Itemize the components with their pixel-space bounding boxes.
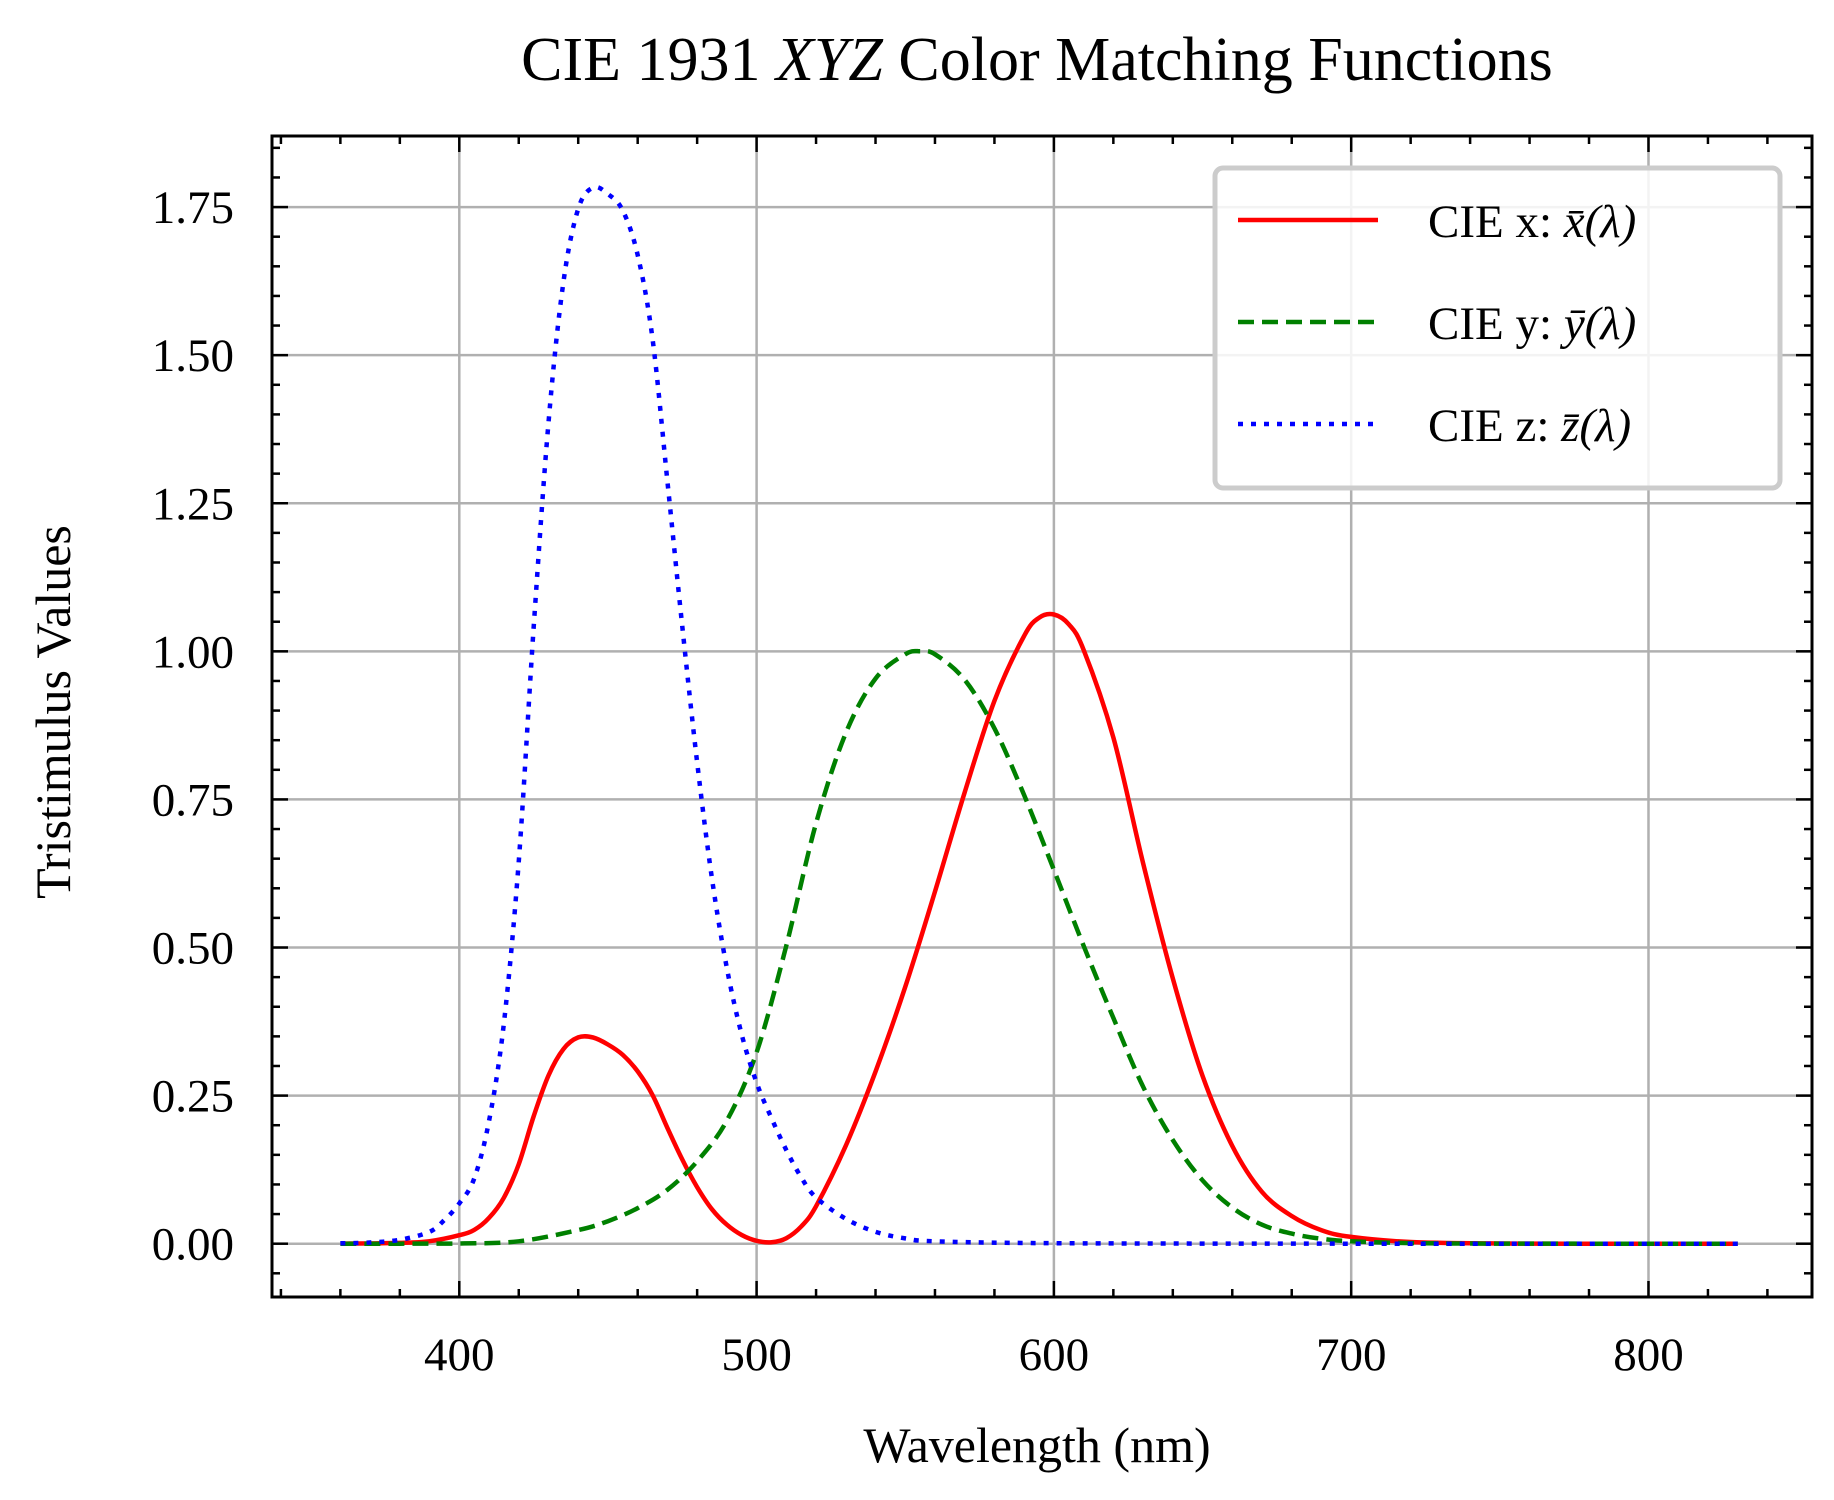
legend-entry-label: CIE y: ȳ(λ) xyxy=(1428,298,1636,350)
grid xyxy=(272,136,1812,1297)
legend-entry-symbol: z̄(λ) xyxy=(1560,400,1631,452)
y-tick-label: 0.50 xyxy=(152,923,234,975)
legend-entry-label: CIE x: x̄(λ) xyxy=(1428,196,1636,248)
series-group xyxy=(340,184,1738,1246)
y-tick-labels: 0.00 0.25 0.50 0.75 1.00 1.25 1.50 1.75 xyxy=(152,182,234,1271)
axis-ticks xyxy=(272,136,1812,1297)
y-tick-label: 1.75 xyxy=(152,182,234,234)
chart-title: CIE 1931 XYZ Color Matching Functions xyxy=(521,26,1553,94)
legend-entry-prefix: CIE y: xyxy=(1428,298,1564,350)
legend-box xyxy=(1212,165,1783,491)
x-tick-label: 800 xyxy=(1613,1329,1684,1381)
x-tick-label: 500 xyxy=(721,1329,792,1381)
y-tick-label: 0.25 xyxy=(152,1071,234,1123)
legend-entry-label: CIE z: z̄(λ) xyxy=(1428,400,1631,452)
y-tick-label: 0.75 xyxy=(152,774,234,826)
x-axis-label: Wavelength (nm) xyxy=(863,1417,1210,1473)
x-tick-label: 700 xyxy=(1316,1329,1387,1381)
legend-entry-prefix: CIE x: xyxy=(1428,196,1564,248)
series-x-bar xyxy=(340,611,1738,1246)
legend: CIE x: x̄(λ) CIE y: ȳ(λ) CIE z: z̄(λ) xyxy=(1212,165,1783,491)
x-tick-label: 600 xyxy=(1019,1329,1090,1381)
series-y-bar xyxy=(340,648,1738,1246)
y-tick-label: 1.00 xyxy=(152,626,234,678)
x-tick-labels: 400 500 600 700 800 xyxy=(424,1329,1684,1381)
y-axis-label: Tristimulus Values xyxy=(25,525,81,899)
y-tick-label: 1.50 xyxy=(152,330,234,382)
legend-entry-prefix: CIE z: xyxy=(1428,400,1561,452)
legend-entry-symbol: x̄(λ) xyxy=(1563,196,1637,248)
y-tick-label: 0.00 xyxy=(152,1219,234,1271)
legend-entry-symbol: ȳ(λ) xyxy=(1560,298,1637,350)
plot-frame xyxy=(270,134,1814,1299)
y-tick-label: 1.25 xyxy=(152,478,234,530)
series-z-bar xyxy=(340,184,1738,1246)
x-tick-label: 400 xyxy=(424,1329,495,1381)
